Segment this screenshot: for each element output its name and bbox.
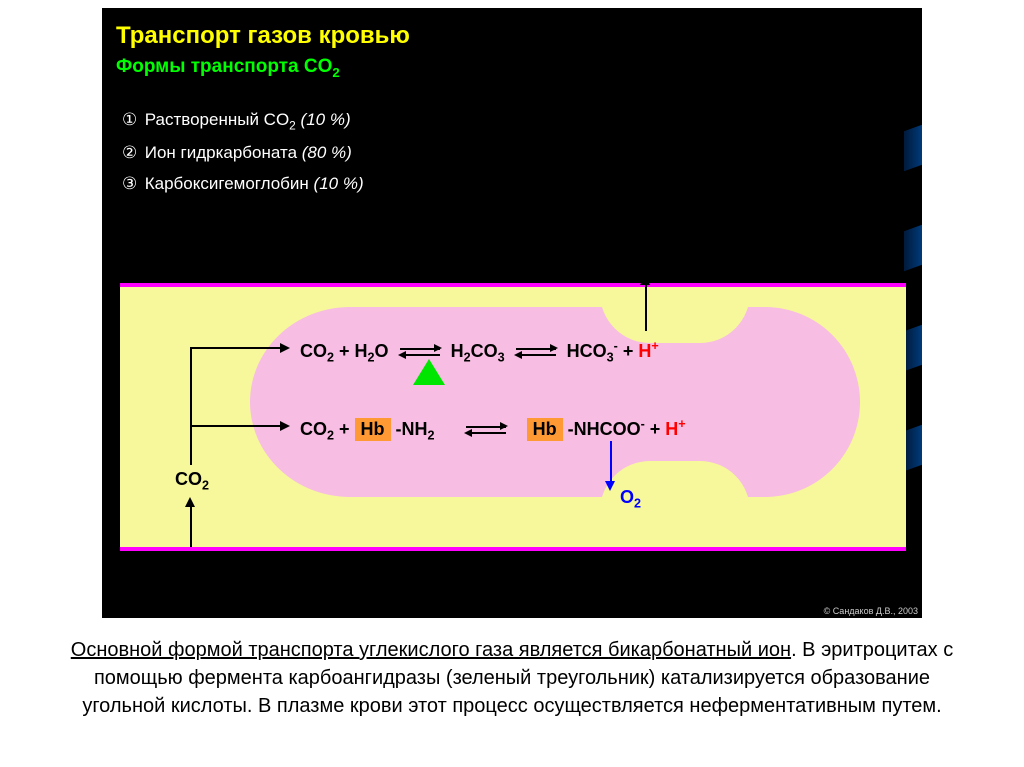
subscript-2: 2: [332, 65, 339, 80]
arrow-hco3-out: [645, 283, 647, 331]
chem-plus: +: [334, 419, 355, 439]
chem-nhcoo: -NHCOO: [563, 419, 641, 439]
sub: 2: [368, 351, 375, 365]
side-mark: [904, 225, 922, 272]
chem-nh2: -NH: [391, 419, 428, 439]
chem-plus: +: [645, 419, 666, 439]
slide-wrapper: Транспорт газов кровью Формы транспорта …: [0, 0, 1024, 767]
list-percent: (10 %): [314, 174, 364, 193]
copyright-credit: © Сандаков Д.В., 2003: [824, 606, 918, 616]
erythrocyte-shape: [250, 307, 860, 497]
list-percent: (80 %): [302, 143, 352, 162]
hb-box-2: Hb: [527, 418, 563, 441]
slide: Транспорт газов кровью Формы транспорта …: [102, 8, 922, 618]
list-percent: (10 %): [301, 110, 351, 129]
chem-co2: CO: [300, 341, 327, 361]
equilibrium-arrows-icon: [466, 423, 506, 437]
equilibrium-arrows-icon: [516, 345, 556, 359]
sub: 2: [428, 429, 435, 443]
slide-content: Транспорт газов кровью Формы транспорта …: [116, 22, 840, 202]
sub: 2: [327, 429, 334, 443]
arrow-co2-in-vertical: [190, 505, 192, 547]
list-marker: ②: [122, 139, 140, 166]
side-mark: [904, 125, 922, 172]
carbonic-anhydrase-icon: [413, 359, 445, 385]
list-text: Растворенный CO: [145, 110, 289, 129]
arrow-to-eq1: [190, 347, 280, 349]
arrow-head-up-icon: [185, 497, 195, 507]
chem-o: O: [375, 341, 389, 361]
list-item-2: ② Ион гидркарбоната (80 %): [122, 139, 840, 166]
slide-subtitle: Формы транспорта CO2: [116, 56, 840, 80]
slide-title: Транспорт газов кровью: [116, 22, 840, 50]
chem-hco3: HCO: [567, 341, 607, 361]
subscript: 2: [289, 118, 296, 132]
caption-underline-2: бикарбонатный ион: [608, 639, 791, 661]
equation-bicarbonate: CO2 + H2O H2CO3 HCO3- + H+: [300, 339, 659, 365]
sub: 2: [464, 351, 471, 365]
hb-box-1: Hb: [355, 418, 391, 441]
h-plus-ion: H+: [665, 419, 685, 439]
list-text: Ион гидркарбоната: [145, 143, 302, 162]
h-plus-ion: H+: [638, 341, 658, 361]
list-text: Карбоксигемоглобин: [145, 174, 314, 193]
side-mark: [904, 325, 922, 372]
arrow-head-down-icon: [605, 481, 615, 491]
side-mark: [904, 425, 922, 472]
transport-forms-list: ① Растворенный CO2 (10 %) ② Ион гидркарб…: [122, 106, 840, 198]
chem-h: H: [451, 341, 464, 361]
list-marker: ③: [122, 170, 140, 197]
arrow-head-up-icon: [640, 275, 650, 285]
chem-plus: + H: [334, 341, 368, 361]
blood-vessel-diagram: CO2 + H2O H2CO3 HCO3- + H+ CO2 + Hb -NH2…: [120, 283, 906, 551]
o2-label: O2: [620, 487, 641, 511]
arrow-to-eq2: [190, 425, 280, 427]
slide-caption: Основной формой транспорта углекислого г…: [52, 636, 972, 720]
equation-carbamino: CO2 + Hb -NH2 Hb -NHCOO- + H+: [300, 417, 686, 443]
equilibrium-arrows-icon: [400, 345, 440, 359]
list-item-1: ① Растворенный CO2 (10 %): [122, 106, 840, 135]
caption-underline-1: Основной формой транспорта углекислого г…: [71, 639, 608, 661]
arrow-head-right-icon: [280, 343, 290, 353]
sub: 3: [498, 351, 505, 365]
chem-co2: CO: [300, 419, 327, 439]
arrow-head-right-icon: [280, 421, 290, 431]
sub: 2: [327, 351, 334, 365]
chem-co3: CO: [471, 341, 498, 361]
rbc-dent-top: [600, 293, 750, 343]
sub: 3: [607, 351, 614, 365]
subtitle-text: Формы транспорта CO: [116, 56, 332, 77]
list-marker: ①: [122, 106, 140, 133]
arrow-stem-vertical: [190, 347, 192, 465]
arrow-o2-release: [610, 441, 612, 483]
chem-plus: +: [618, 341, 639, 361]
co2-input-label: CO2: [175, 469, 209, 493]
list-item-3: ③ Карбоксигемоглобин (10 %): [122, 170, 840, 197]
